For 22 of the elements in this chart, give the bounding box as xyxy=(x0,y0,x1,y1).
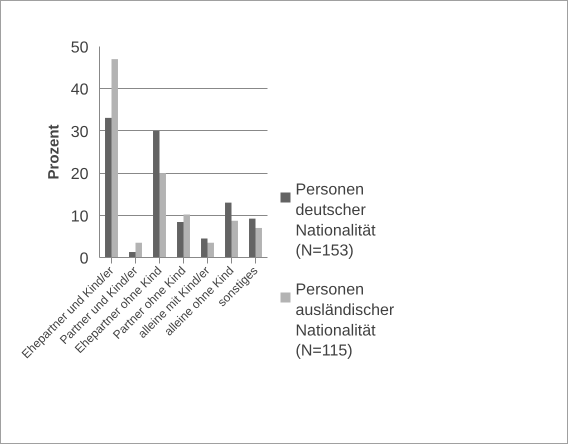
legend-label: Personen ausländischer Nationalität (N=115) xyxy=(296,282,395,360)
bar xyxy=(136,242,142,258)
y-tick-label: 0 xyxy=(80,250,89,268)
bar xyxy=(201,238,208,258)
bar xyxy=(256,228,262,258)
bar xyxy=(160,173,166,258)
bar xyxy=(105,118,112,258)
y-axis-title: Prozent xyxy=(46,124,63,180)
bar xyxy=(184,214,190,258)
legend-label: Personen deutscher Nationalität (N=153) xyxy=(296,182,376,260)
y-tick-label: 10 xyxy=(70,208,89,226)
y-tick-label: 20 xyxy=(70,166,89,184)
bar xyxy=(225,202,232,258)
y-tick-label: 50 xyxy=(70,40,89,56)
bar xyxy=(232,220,238,258)
bar xyxy=(153,130,160,258)
y-tick-label: 40 xyxy=(70,82,89,99)
bar xyxy=(112,59,118,258)
bar xyxy=(249,218,256,258)
bar xyxy=(177,222,184,258)
y-tick-label: 30 xyxy=(70,124,89,141)
bar xyxy=(208,242,214,258)
